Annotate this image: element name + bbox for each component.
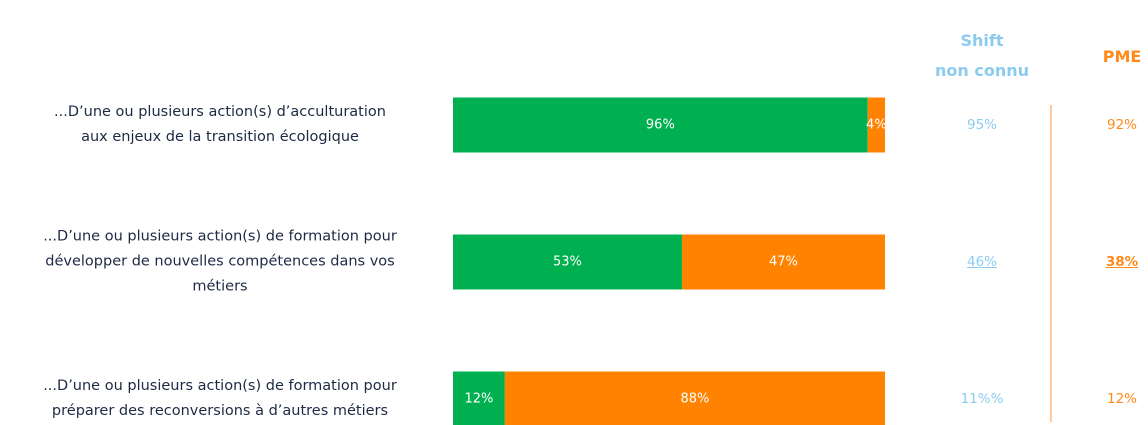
bar-value-label: 96% xyxy=(646,118,675,133)
category-label: ...D’une ou plusieurs action(s) de forma… xyxy=(43,378,397,419)
bar-value-label: 88% xyxy=(680,392,709,407)
bar-segment xyxy=(504,371,885,425)
column-value: 11%% xyxy=(960,391,1004,407)
bar-segment xyxy=(453,97,868,153)
column-header: Shift non connu xyxy=(935,31,1029,80)
bar-segment xyxy=(681,234,885,290)
bar-value-label: 12% xyxy=(464,392,493,407)
bar-value-label: 53% xyxy=(553,255,582,270)
bar-segment xyxy=(867,97,885,153)
bar-value-label: 47% xyxy=(769,255,798,270)
category-label: ...D’une ou plusieurs action(s) de forma… xyxy=(43,228,397,295)
column-value: 12% xyxy=(1106,391,1138,407)
bar-segment xyxy=(453,234,682,290)
bar-value-label: 4% xyxy=(866,118,887,133)
column-value: 92% xyxy=(1106,117,1138,133)
bar-segment xyxy=(453,371,505,425)
column-value: 38% xyxy=(1105,254,1139,270)
column-header: PME xyxy=(1102,47,1142,66)
column-value: 95% xyxy=(966,117,998,133)
column-value: 46% xyxy=(966,254,998,270)
category-label: ...D’une ou plusieurs action(s) d’accult… xyxy=(54,104,386,145)
